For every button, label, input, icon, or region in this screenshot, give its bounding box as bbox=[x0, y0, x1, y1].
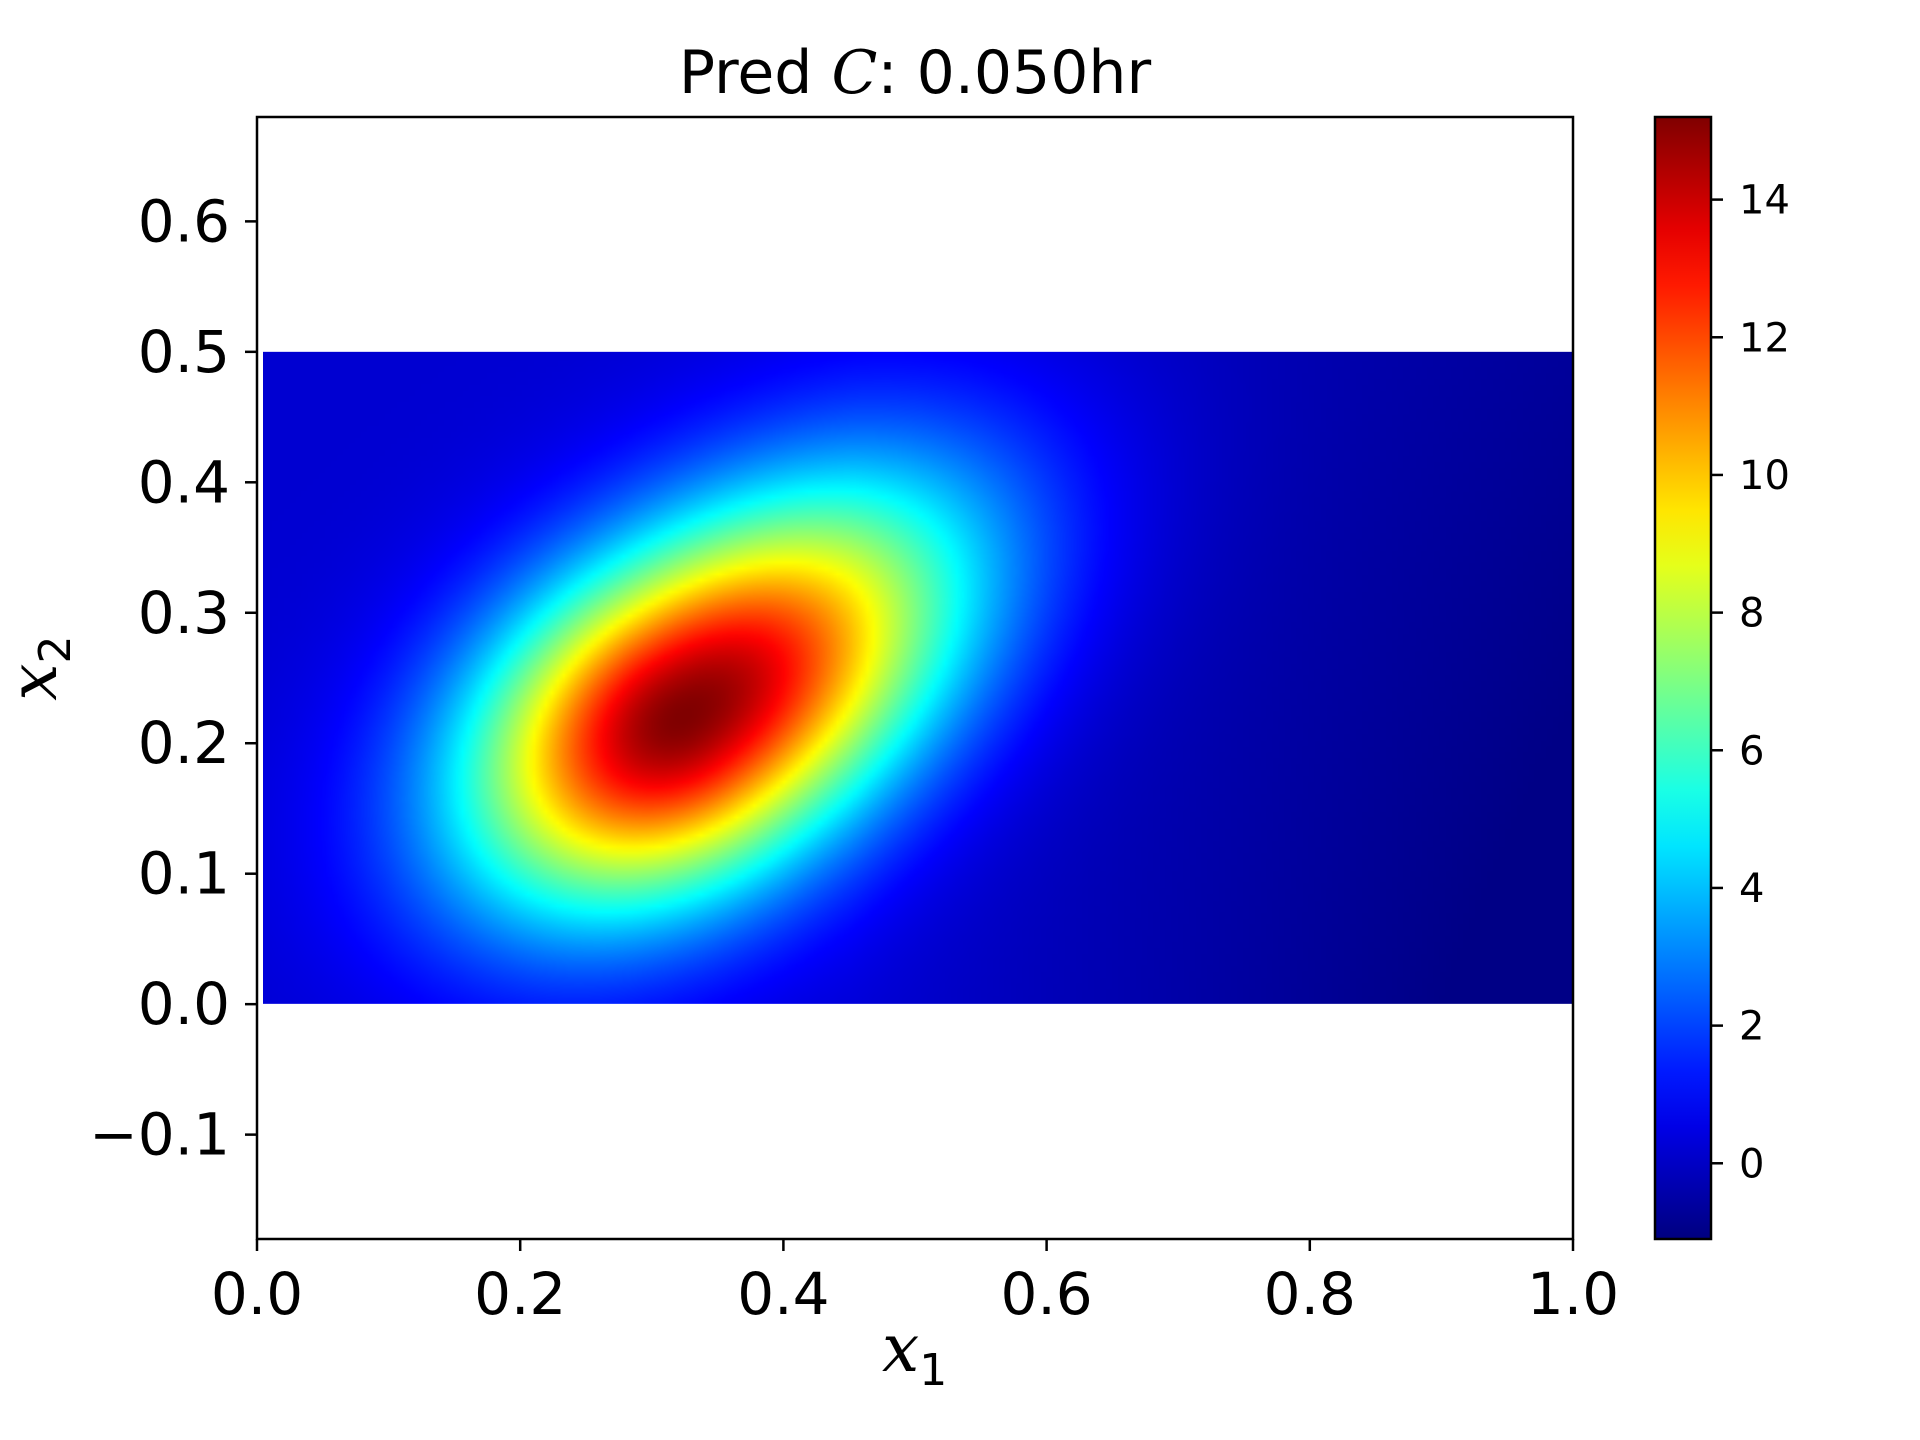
colorbar-tick-label: 0 bbox=[1739, 1141, 1764, 1187]
title-prefix: Pred bbox=[678, 38, 832, 108]
x-tick-label: 0.2 bbox=[474, 1260, 566, 1328]
colorbar-tick-label: 8 bbox=[1739, 591, 1764, 637]
y-axis-label: x2 bbox=[0, 608, 81, 728]
x-axis-label-sub: 1 bbox=[919, 1345, 948, 1397]
y-tick-label: 0.1 bbox=[138, 840, 230, 908]
y-axis-label-sub: 2 bbox=[30, 635, 82, 664]
axes: 0.0 0.2 0.4 0.6 0.8 1.0 −0.1 0.0 0.1 0.2 0.3 0.4 0.5… bbox=[89, 115, 1619, 1328]
y-axis-label-symbol: x bbox=[0, 663, 72, 701]
axes-frame bbox=[255, 115, 1575, 1241]
title-suffix: : 0.050hr bbox=[877, 38, 1152, 108]
y-tick-label: 0.6 bbox=[138, 187, 230, 255]
y-tick-label: 0.4 bbox=[138, 448, 230, 516]
colorbar-tick-label: 2 bbox=[1739, 1004, 1764, 1050]
x-axis-label-symbol: x bbox=[882, 1310, 920, 1387]
x-axis-label: x1 bbox=[882, 1310, 947, 1396]
colorbar-tick-label: 14 bbox=[1739, 178, 1790, 224]
x-tick-label: 0.6 bbox=[1000, 1260, 1092, 1328]
colorbar-tick-label: 12 bbox=[1739, 315, 1790, 361]
colorbar-tick-label: 4 bbox=[1739, 866, 1764, 912]
colorbar-bar bbox=[1653, 115, 1713, 1241]
plot-area bbox=[263, 351, 1573, 1004]
y-tick-label: 0.5 bbox=[138, 318, 230, 386]
colorbar: 0 2 4 6 8 10 12 14 bbox=[1653, 115, 1790, 1241]
title-symbol: C bbox=[831, 38, 878, 108]
y-tick-label: 0.0 bbox=[138, 970, 230, 1038]
x-tick-label: 0.8 bbox=[1264, 1260, 1356, 1328]
y-tick-label: 0.2 bbox=[138, 709, 230, 777]
x-tick-label: 1.0 bbox=[1527, 1260, 1619, 1328]
x-tick-label: 0.0 bbox=[211, 1260, 303, 1328]
colorbar-tick-label: 10 bbox=[1739, 453, 1790, 499]
y-tick-label: 0.3 bbox=[138, 579, 230, 647]
x-tick-label: 0.4 bbox=[737, 1260, 829, 1328]
chart-title: Pred C: 0.050hr bbox=[0, 38, 1830, 108]
heatmap-image bbox=[263, 351, 1573, 1004]
y-tick-label: −0.1 bbox=[89, 1101, 230, 1169]
colorbar-tick-label: 6 bbox=[1739, 728, 1764, 774]
